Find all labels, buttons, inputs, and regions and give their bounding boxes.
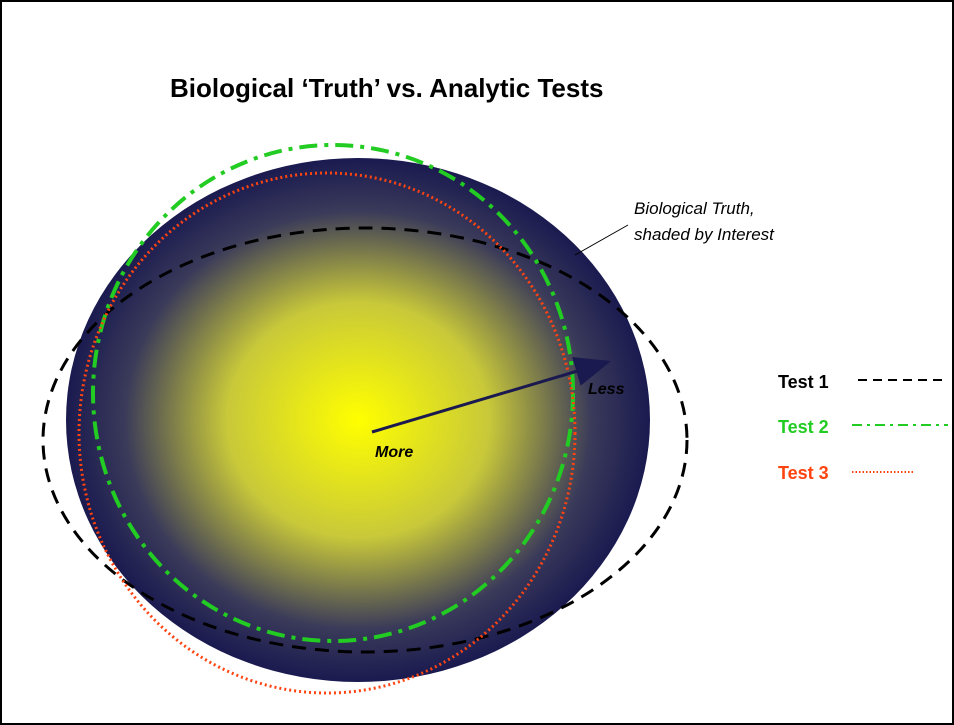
- annotation-leader: [574, 224, 629, 256]
- arrow-start-label: More: [375, 444, 413, 461]
- annotation-line: shaded by Interest: [634, 225, 775, 244]
- interest-arrow: [371, 357, 611, 434]
- test-3-outline: [77, 171, 577, 695]
- arrow-end-label: Less: [588, 381, 625, 398]
- legend-label: Test 2: [778, 417, 829, 437]
- biological-truth: [66, 158, 650, 682]
- annotation-line: Biological Truth,: [634, 199, 755, 218]
- title: Biological ‘Truth’ vs. Analytic Tests: [170, 73, 603, 103]
- test-1-outline: [41, 226, 689, 654]
- legend-label: Test 1: [778, 372, 829, 392]
- legend: Test 1 Test 2 Test 3: [778, 372, 948, 483]
- legend-label: Test 3: [778, 463, 829, 483]
